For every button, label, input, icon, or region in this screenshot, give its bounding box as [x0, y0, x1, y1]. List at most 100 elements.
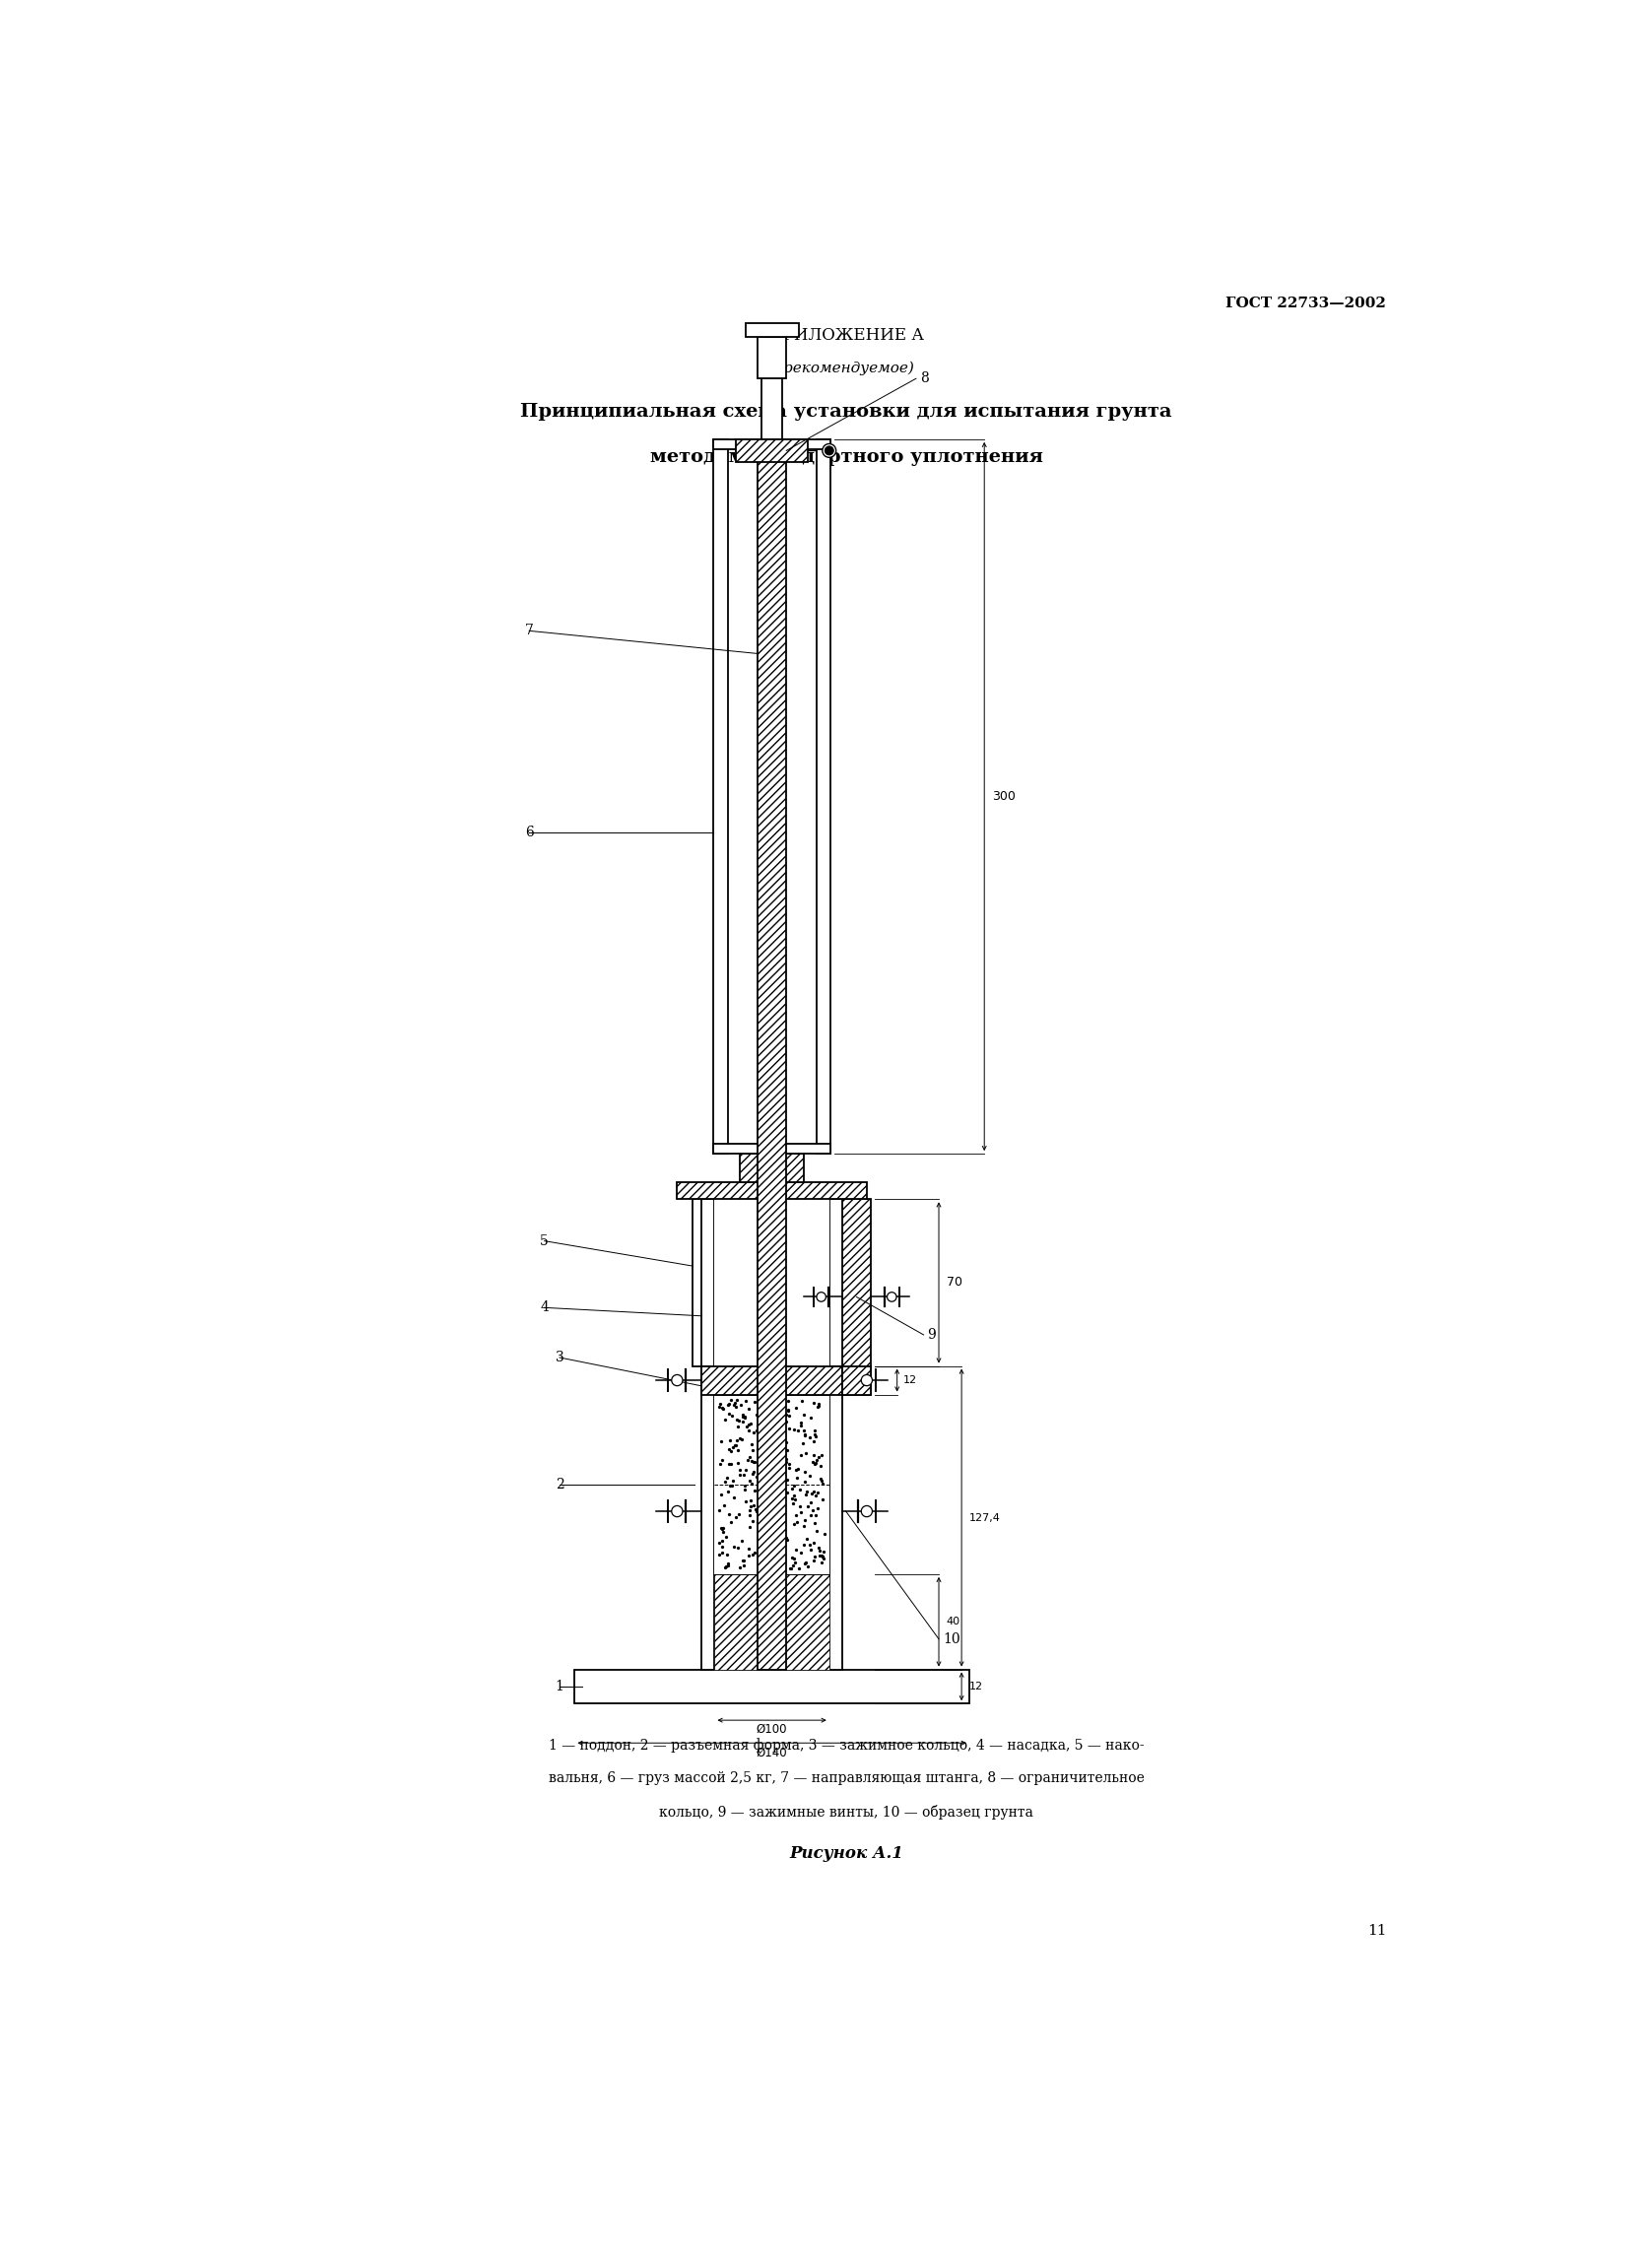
- Point: [788, 1436, 814, 1473]
- Point: [780, 1468, 806, 1504]
- Point: [788, 1493, 814, 1529]
- Text: 10: 10: [943, 1633, 960, 1646]
- Bar: [762, 379, 783, 440]
- Text: Рисунок А.1: Рисунок А.1: [790, 1845, 904, 1863]
- Point: [775, 1391, 801, 1427]
- Point: [714, 1459, 740, 1495]
- Point: [753, 1389, 780, 1425]
- Point: [806, 1529, 833, 1565]
- Point: [743, 1412, 770, 1448]
- Point: [722, 1427, 748, 1463]
- Point: [809, 1466, 836, 1502]
- Bar: [702, 1367, 843, 1394]
- Point: [745, 1531, 771, 1567]
- Point: [742, 1473, 768, 1509]
- Text: 12: 12: [970, 1682, 983, 1691]
- Text: Ø140: Ø140: [757, 1745, 788, 1759]
- Point: [771, 1520, 798, 1556]
- Point: [775, 1394, 801, 1430]
- Point: [806, 1389, 833, 1425]
- Point: [737, 1509, 763, 1545]
- Point: [732, 1473, 758, 1509]
- Point: [776, 1551, 803, 1588]
- Bar: [740, 1155, 805, 1182]
- Point: [760, 1409, 786, 1445]
- Point: [798, 1400, 824, 1436]
- Point: [750, 1527, 776, 1563]
- Point: [765, 1418, 791, 1454]
- Point: [730, 1542, 757, 1578]
- Point: [775, 1382, 801, 1418]
- Point: [803, 1418, 829, 1454]
- Bar: [702, 1200, 715, 1367]
- Bar: [702, 1367, 715, 1669]
- Bar: [715, 1394, 829, 1574]
- Point: [710, 1488, 737, 1524]
- Point: [770, 1434, 796, 1470]
- Bar: [714, 440, 727, 1155]
- Point: [752, 1479, 778, 1515]
- Point: [773, 1403, 800, 1439]
- Point: [773, 1443, 800, 1479]
- Point: [767, 1486, 793, 1522]
- Point: [729, 1387, 755, 1423]
- Point: [717, 1432, 743, 1468]
- Circle shape: [816, 1292, 826, 1301]
- Point: [800, 1493, 826, 1529]
- Point: [811, 1515, 838, 1551]
- Point: [780, 1484, 806, 1520]
- Point: [803, 1445, 829, 1482]
- Point: [801, 1436, 828, 1473]
- Point: [808, 1463, 834, 1500]
- Point: [742, 1536, 768, 1572]
- Point: [791, 1396, 818, 1432]
- Point: [735, 1531, 762, 1567]
- Text: 11: 11: [1368, 1924, 1386, 1937]
- Point: [720, 1387, 747, 1423]
- Point: [737, 1463, 763, 1500]
- Point: [747, 1506, 773, 1542]
- Point: [800, 1423, 826, 1459]
- Point: [780, 1412, 806, 1448]
- Point: [733, 1441, 760, 1477]
- Point: [763, 1488, 790, 1524]
- Point: [730, 1457, 757, 1493]
- Point: [762, 1545, 788, 1581]
- Point: [758, 1391, 785, 1427]
- Point: [771, 1432, 798, 1468]
- Point: [743, 1459, 770, 1495]
- Point: [745, 1468, 771, 1504]
- Point: [780, 1540, 806, 1576]
- Bar: [829, 1367, 843, 1669]
- Point: [732, 1468, 758, 1504]
- Point: [724, 1423, 750, 1459]
- Bar: [843, 1367, 871, 1394]
- Point: [811, 1540, 838, 1576]
- Point: [717, 1423, 743, 1459]
- Point: [771, 1457, 798, 1493]
- Point: [717, 1504, 743, 1540]
- Point: [796, 1457, 823, 1493]
- Bar: [829, 1200, 843, 1367]
- Point: [806, 1439, 833, 1475]
- Point: [725, 1409, 752, 1445]
- Point: [773, 1522, 800, 1558]
- Point: [740, 1504, 767, 1540]
- Point: [788, 1405, 814, 1441]
- Point: [719, 1398, 745, 1434]
- Point: [710, 1509, 737, 1545]
- Point: [806, 1538, 833, 1574]
- Point: [748, 1486, 775, 1522]
- Point: [776, 1445, 803, 1482]
- Point: [771, 1432, 798, 1468]
- Point: [791, 1454, 818, 1491]
- Point: [793, 1434, 819, 1470]
- Point: [752, 1457, 778, 1493]
- Point: [776, 1398, 803, 1434]
- Point: [775, 1450, 801, 1486]
- Point: [758, 1389, 785, 1425]
- Bar: [575, 1669, 970, 1703]
- Point: [740, 1452, 767, 1488]
- Point: [709, 1529, 735, 1565]
- Point: [715, 1387, 742, 1423]
